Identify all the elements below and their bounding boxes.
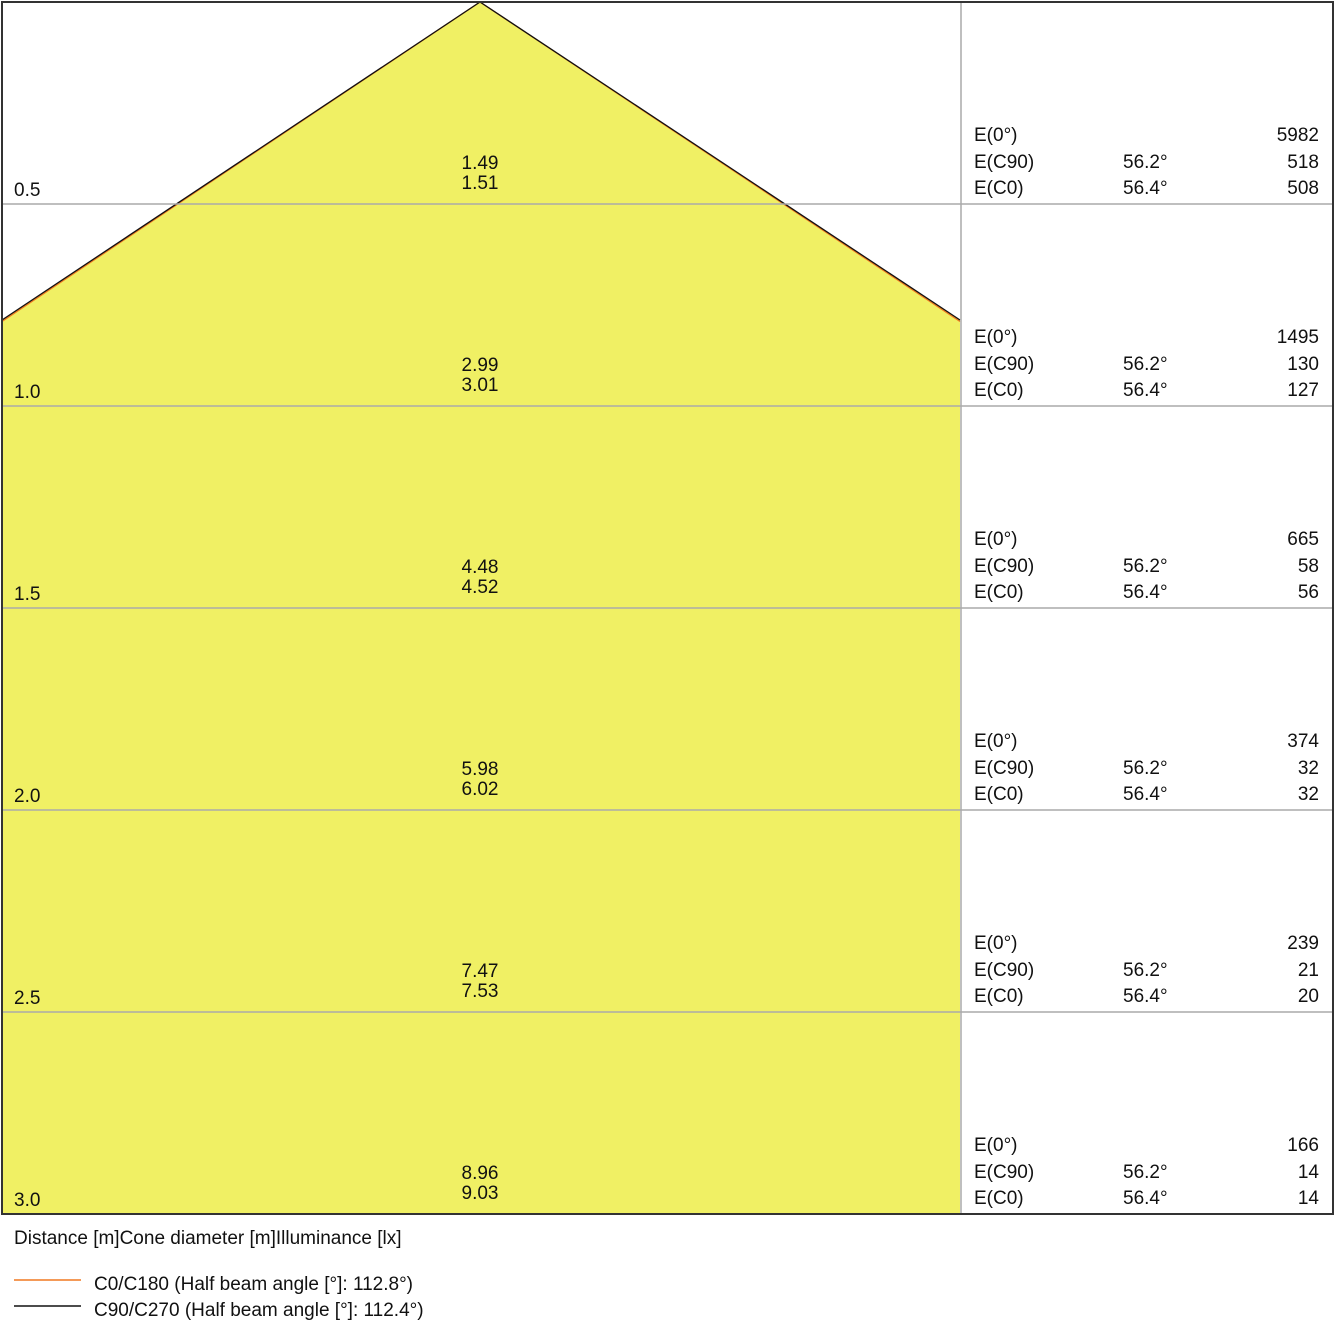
illuminance-angle: 56.4° xyxy=(1123,178,1168,199)
legend-item: C0/C180 (Half beam angle [°]: 112.8°) xyxy=(14,1274,413,1295)
illuminance-label: E(0°) xyxy=(974,327,1018,348)
row-labels: 0.5 1.491.51 E(0°) 5982 E(C90) 56.2° 518 E(C0) 5… xyxy=(14,125,1319,1211)
illuminance-label: E(C0) xyxy=(974,380,1024,401)
cone-diameter-c0: 6.02 xyxy=(462,779,499,800)
illuminance-label: E(C90) xyxy=(974,758,1034,779)
illuminance-value: 32 xyxy=(1298,784,1319,805)
distance-label: 1.0 xyxy=(14,382,40,403)
illuminance-label: E(C90) xyxy=(974,152,1034,173)
illuminance-label: E(0°) xyxy=(974,125,1018,146)
illuminance-label: E(0°) xyxy=(974,529,1018,550)
illuminance-value: 14 xyxy=(1298,1162,1320,1183)
illuminance-angle: 56.4° xyxy=(1123,380,1168,401)
illuminance-value: 58 xyxy=(1298,556,1319,577)
illuminance-label: E(C0) xyxy=(974,784,1024,805)
illuminance-label: E(0°) xyxy=(974,731,1018,752)
distance-label: 3.0 xyxy=(14,1190,40,1211)
illuminance-angle: 56.2° xyxy=(1123,354,1168,375)
cone-diameter-c90: 2.99 xyxy=(462,355,499,376)
row-2.0: 2.0 5.986.02 E(0°) 374 E(C90) 56.2° 32 E(C0) 56.… xyxy=(14,731,1319,807)
illuminance-label: E(C0) xyxy=(974,582,1024,603)
footer-label: Distance [m]Cone diameter [m]Illuminance… xyxy=(14,1228,402,1249)
illuminance-angle: 56.2° xyxy=(1123,758,1168,779)
illuminance-value: 5982 xyxy=(1277,125,1319,146)
distance-label: 2.0 xyxy=(14,786,40,807)
illuminance-label: E(C90) xyxy=(974,556,1034,577)
illuminance-value: 32 xyxy=(1298,758,1319,779)
illuminance-value: 239 xyxy=(1287,933,1319,954)
row-1.5: 1.5 4.484.52 E(0°) 665 E(C90) 56.2° 58 E(C0) 56.… xyxy=(14,529,1319,605)
illuminance-value: 518 xyxy=(1287,152,1319,173)
legend-label: C0/C180 (Half beam angle [°]: 112.8°) xyxy=(94,1274,413,1295)
cone-diameter-c90: 8.96 xyxy=(462,1163,499,1184)
illuminance-value: 14 xyxy=(1298,1188,1320,1209)
illuminance-label: E(0°) xyxy=(974,1135,1018,1156)
legend: C0/C180 (Half beam angle [°]: 112.8°) C90… xyxy=(14,1274,424,1321)
row-2.5: 2.5 7.477.53 E(0°) 239 E(C90) 56.2° 21 E(C0) 56.… xyxy=(14,933,1319,1009)
cone-diameter-c90: 1.49 xyxy=(462,153,499,174)
illuminance-label: E(C90) xyxy=(974,1162,1034,1183)
cone-diameter-c90: 5.98 xyxy=(462,759,499,780)
legend-label: C90/C270 (Half beam angle [°]: 112.4°) xyxy=(94,1300,424,1321)
cone-diameter-c0: 9.03 xyxy=(462,1183,499,1204)
distance-label: 0.5 xyxy=(14,180,40,201)
illuminance-label: E(C0) xyxy=(974,178,1024,199)
c90-c270-beam-edge xyxy=(1,1,481,321)
illuminance-angle: 56.4° xyxy=(1123,986,1168,1007)
illuminance-angle: 56.2° xyxy=(1123,556,1168,577)
row-0.5: 0.5 1.491.51 E(0°) 5982 E(C90) 56.2° 518 E(C0) 5… xyxy=(14,125,1319,201)
illuminance-angle: 56.4° xyxy=(1123,582,1168,603)
illuminance-label: E(C90) xyxy=(974,354,1034,375)
illuminance-value: 56 xyxy=(1298,582,1319,603)
row-1.0: 1.0 2.993.01 E(0°) 1495 E(C90) 56.2° 130 E(C0) 5… xyxy=(14,327,1319,403)
illuminance-value: 127 xyxy=(1287,380,1319,401)
distance-label: 2.5 xyxy=(14,988,40,1009)
illuminance-label: E(C0) xyxy=(974,986,1024,1007)
cone-diameter-c0: 4.52 xyxy=(462,577,499,598)
illuminance-value: 130 xyxy=(1287,354,1319,375)
illuminance-angle: 56.2° xyxy=(1123,960,1168,981)
illuminance-angle: 56.2° xyxy=(1123,152,1168,173)
cone-diameter-c0: 7.53 xyxy=(462,981,499,1002)
illuminance-label: E(C90) xyxy=(974,960,1034,981)
cone-diameter-c0: 3.01 xyxy=(462,375,499,396)
illuminance-angle: 56.4° xyxy=(1123,1188,1168,1209)
legend-item: C90/C270 (Half beam angle [°]: 112.4°) xyxy=(14,1300,424,1321)
c90-c270-beam-edge xyxy=(479,1,961,321)
illuminance-value: 508 xyxy=(1287,178,1319,199)
cone-diameter-c90: 7.47 xyxy=(462,961,499,982)
illuminance-value: 665 xyxy=(1287,529,1319,550)
grid xyxy=(1,1,1334,1215)
illuminance-value: 1495 xyxy=(1277,327,1319,348)
row-3.0: 3.0 8.969.03 E(0°) 166 E(C90) 56.2° 14 E(C0) 56.… xyxy=(14,1135,1319,1211)
cone-diameter-c0: 1.51 xyxy=(462,173,499,194)
cone-diameter-c90: 4.48 xyxy=(462,557,499,578)
chart-frame xyxy=(1,1,1334,1215)
illuminance-value: 21 xyxy=(1298,960,1319,981)
illuminance-label: E(C0) xyxy=(974,1188,1024,1209)
illuminance-value: 374 xyxy=(1287,731,1319,752)
illuminance-value: 20 xyxy=(1298,986,1319,1007)
illuminance-angle: 56.4° xyxy=(1123,784,1168,805)
illuminance-value: 166 xyxy=(1287,1135,1319,1156)
illuminance-angle: 56.2° xyxy=(1123,1162,1168,1183)
illuminance-label: E(0°) xyxy=(974,933,1018,954)
distance-label: 1.5 xyxy=(14,584,40,605)
